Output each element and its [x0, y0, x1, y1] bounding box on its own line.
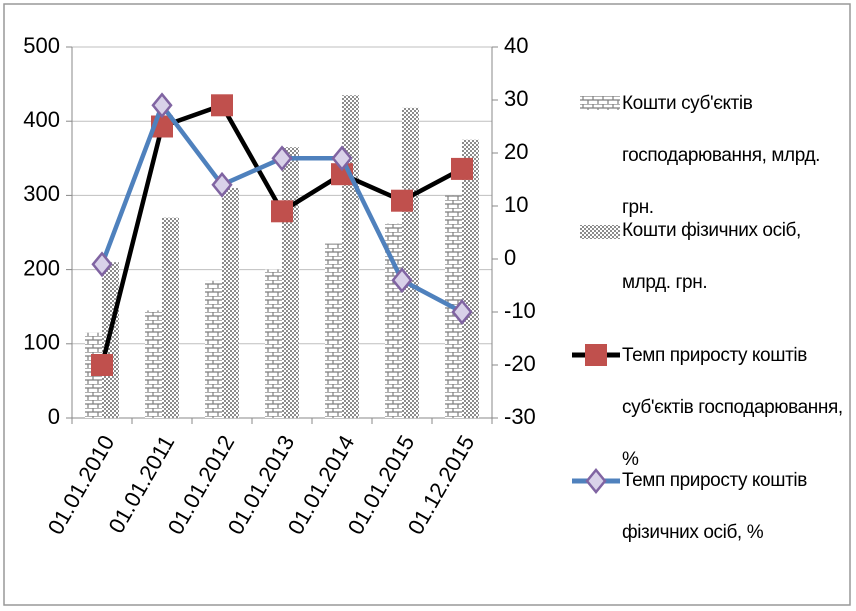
line-marker [451, 299, 473, 325]
bar [325, 243, 342, 418]
line-marker [91, 354, 113, 376]
line-marker [91, 251, 113, 278]
legend-marker [585, 344, 607, 366]
bar [162, 217, 179, 418]
line-marker [271, 200, 293, 223]
y2-tick-label: 30 [504, 86, 528, 111]
bar [145, 310, 162, 418]
bar [282, 147, 299, 419]
line-marker [271, 145, 293, 172]
border [3, 3, 851, 606]
y-tick-label: 400 [23, 107, 60, 132]
bar [402, 107, 419, 419]
legend-label: Кошти фізичних осіб, млрд. грн. [622, 220, 801, 293]
bar [462, 139, 479, 418]
y-tick-label: 500 [23, 33, 60, 58]
legend-label: Темп приросту коштів суб'єктів господарю… [622, 345, 843, 470]
legend-swatch [580, 96, 620, 110]
y2-tick-label: 40 [504, 33, 528, 58]
line-marker [451, 157, 473, 180]
line-marker [391, 267, 413, 294]
y2-tick-label: -20 [504, 351, 536, 376]
line-marker [391, 189, 413, 212]
bar [222, 187, 239, 418]
line-marker [331, 145, 353, 172]
y-tick-label: 300 [23, 181, 60, 206]
legend-swatch [580, 225, 620, 239]
legend-label: Кошти суб'єктів господарювання, млрд. гр… [622, 93, 821, 218]
y2-tick-label: 10 [504, 192, 528, 217]
y-tick-label: 100 [23, 330, 60, 355]
y-tick-label: 0 [48, 404, 60, 429]
y2-tick-label: 0 [504, 245, 516, 270]
bar [265, 269, 282, 418]
legend-label: Темп приросту коштів фізичних осіб, % [622, 470, 807, 543]
y2-tick-label: 20 [504, 139, 528, 164]
y2-tick-label: -30 [504, 404, 536, 429]
bar [205, 280, 222, 418]
legend-marker [585, 468, 607, 494]
bar [342, 95, 359, 418]
line-marker [211, 94, 233, 117]
line-marker [211, 171, 233, 198]
y-tick-label: 200 [23, 255, 60, 280]
line-marker [151, 92, 173, 119]
y2-tick-label: -10 [504, 298, 536, 323]
